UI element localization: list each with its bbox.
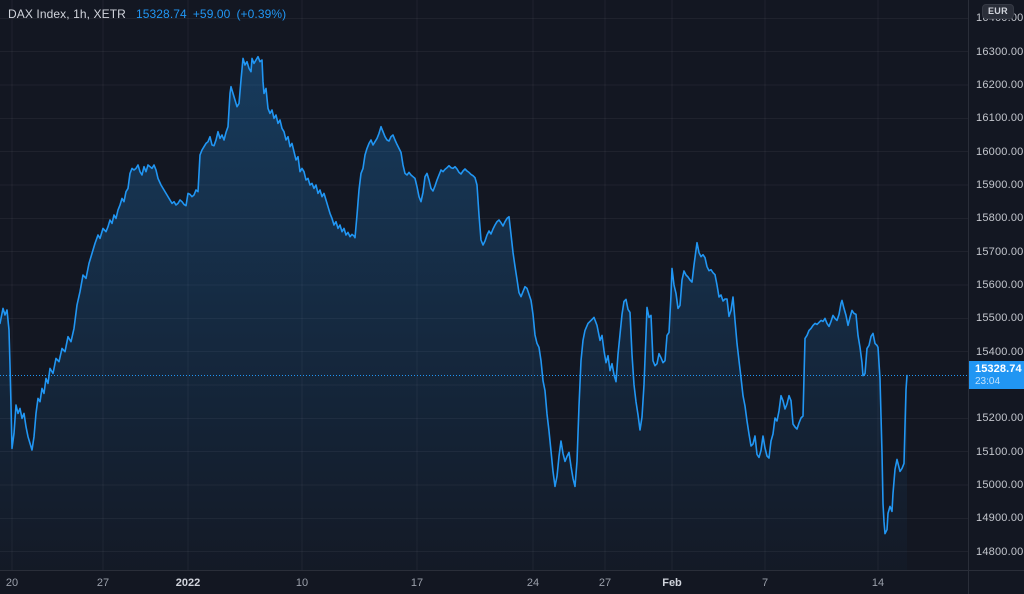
- time-tick-label: 27: [96, 577, 110, 589]
- price-tick-label: 15700.00: [976, 245, 1024, 258]
- series-area-fill: [0, 56, 907, 570]
- price-tick-label: 15900.00: [976, 179, 1024, 192]
- time-tick-label: 7: [761, 577, 769, 589]
- price-area-chart: [0, 0, 968, 570]
- time-tick-label: 14: [871, 577, 885, 589]
- time-tick-label: 10: [295, 577, 309, 589]
- time-tick-label: Feb: [662, 577, 682, 589]
- chart-plot-area[interactable]: DAX Index, 1h, XETR 15328.74 +59.00 (+0.39%…: [0, 0, 968, 570]
- price-tick-label: 16100.00: [976, 112, 1024, 125]
- current-price-label: 15328.74 23:04: [969, 361, 1024, 390]
- time-axis[interactable]: 20 27 2022 10 17 24 27 Feb 7 14: [0, 570, 1024, 594]
- time-tick-label: 27: [598, 577, 612, 589]
- time-tick-label: 20: [5, 577, 19, 589]
- price-tick-label: 16200.00: [976, 79, 1024, 92]
- bar-countdown: 23:04: [975, 376, 1001, 388]
- legend-change: +59.00: [192, 7, 231, 21]
- price-tick-label: 15400.00: [976, 345, 1024, 358]
- price-tick-label: 15000.00: [976, 479, 1024, 492]
- price-tick-label: 14900.00: [976, 512, 1024, 525]
- symbol-title[interactable]: DAX Index, 1h, XETR: [8, 7, 126, 21]
- price-tick-label: 15200.00: [976, 412, 1024, 425]
- price-tick-label: 15100.00: [976, 445, 1024, 458]
- time-tick-label: 17: [410, 577, 424, 589]
- price-tick-label: 15600.00: [976, 279, 1024, 292]
- axis-corner-separator: [968, 571, 969, 594]
- price-axis[interactable]: EUR 15328.74 23:04 16400.0016300.0016200…: [968, 0, 1024, 570]
- price-tick-label: 15800.00: [976, 212, 1024, 225]
- series-line: [0, 55, 908, 535]
- current-price-value: 15328.74: [975, 363, 1022, 376]
- price-tick-label: 14800.00: [976, 545, 1024, 558]
- time-tick-label: 2022: [175, 577, 201, 589]
- price-tick-label: 15500.00: [976, 312, 1024, 325]
- legend-change-percent: (+0.39%): [236, 7, 287, 21]
- price-tick-label: 16000.00: [976, 145, 1024, 158]
- symbol-legend[interactable]: DAX Index, 1h, XETR 15328.74 +59.00 (+0.39%…: [8, 7, 292, 21]
- legend-values: 15328.74 +59.00 (+0.39%): [136, 7, 292, 21]
- currency-badge[interactable]: EUR: [982, 4, 1014, 19]
- time-tick-label: 24: [526, 577, 540, 589]
- price-tick-label: 16300.00: [976, 45, 1024, 58]
- legend-last-price: 15328.74: [135, 7, 187, 21]
